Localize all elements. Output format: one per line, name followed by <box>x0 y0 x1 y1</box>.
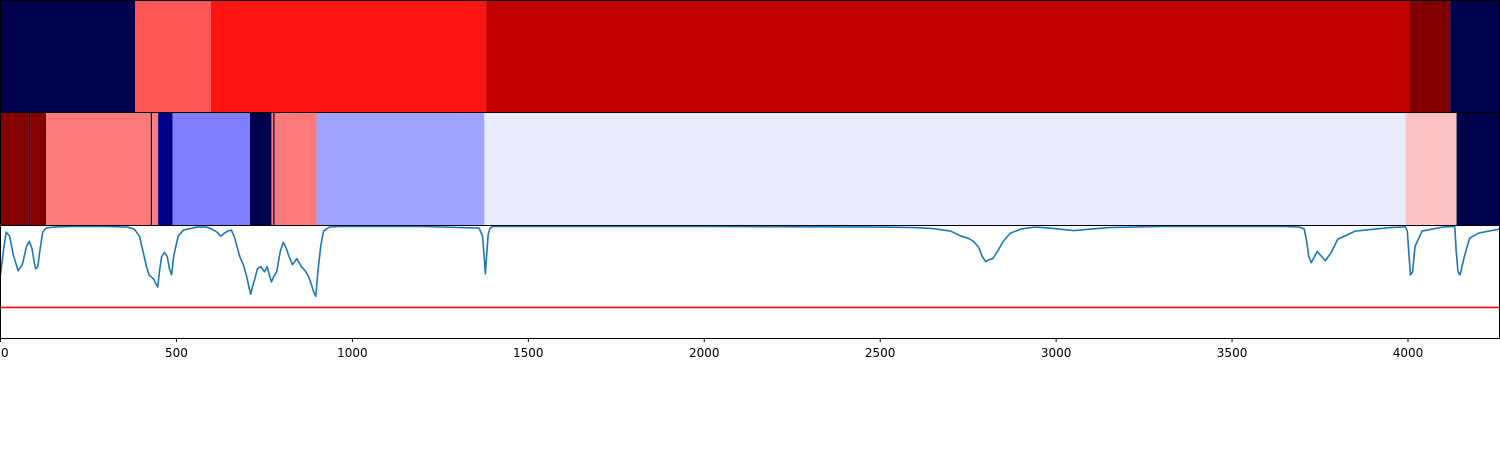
middle-band-segment-0 <box>0 113 29 225</box>
middle-band-segment-11 <box>273 113 275 225</box>
middle-band-segment-5 <box>152 113 159 225</box>
x-tick-label-4000: 4000 <box>1393 346 1424 360</box>
x-tick-label-2000: 2000 <box>689 346 720 360</box>
middle-band-segment-7 <box>172 113 250 225</box>
x-tick-label-2500: 2500 <box>865 346 896 360</box>
spectrum-frame <box>0 225 1500 339</box>
middle-band-segment-4 <box>150 113 153 225</box>
middle-band-segment-9 <box>251 113 272 225</box>
spectrum-line <box>0 225 1500 298</box>
middle-band-segment-12 <box>274 113 317 225</box>
middle-band-segment-1 <box>28 113 31 225</box>
middle-band-segment-8 <box>249 113 252 225</box>
x-tick-label-1000: 1000 <box>337 346 368 360</box>
middle-band-segment-14 <box>484 113 1406 225</box>
top-heatmap-band <box>0 1 1500 112</box>
x-tick-label-500: 500 <box>165 346 188 360</box>
middle-band-segment-3 <box>46 113 151 225</box>
top-band-segment-4 <box>1409 1 1451 112</box>
top-band-segment-2 <box>210 1 487 112</box>
x-tick-label-3000: 3000 <box>1041 346 1072 360</box>
middle-heatmap-band <box>0 113 1500 225</box>
spectrum-panel <box>0 225 1500 309</box>
top-band-segment-0 <box>0 1 136 112</box>
top-band-segment-3 <box>486 1 1410 112</box>
x-axis: 0 500 1000 1500 2000 2500 3000 3500 4000 <box>0 338 1424 360</box>
middle-band-segment-16 <box>1456 113 1500 225</box>
x-tick-label-0: 0 <box>1 346 9 360</box>
top-band-segment-1 <box>135 1 211 112</box>
middle-band-segment-2 <box>30 113 47 225</box>
top-band-segment-5 <box>1450 1 1500 112</box>
middle-band-segment-13 <box>316 113 485 225</box>
middle-band-segment-10 <box>271 113 274 225</box>
x-tick-label-1500: 1500 <box>513 346 544 360</box>
middle-band-segment-6 <box>158 113 173 225</box>
x-tick-label-3500: 3500 <box>1217 346 1248 360</box>
middle-band-segment-15 <box>1405 113 1457 225</box>
